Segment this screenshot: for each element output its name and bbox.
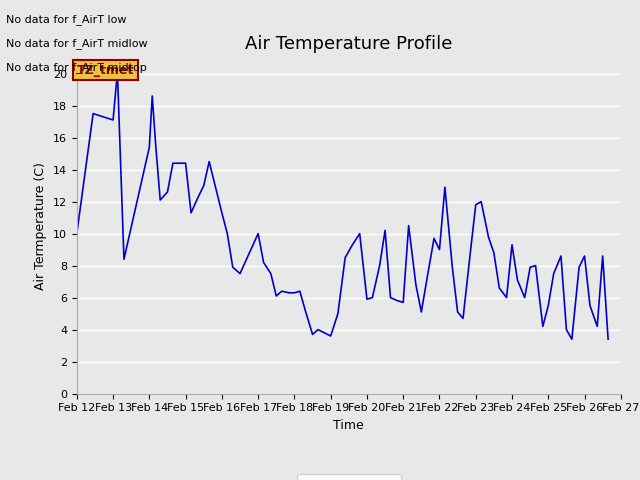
Text: No data for f_AirT low: No data for f_AirT low (6, 14, 127, 25)
Y-axis label: Air Termperature (C): Air Termperature (C) (35, 162, 47, 289)
Text: No data for f_AirT midtop: No data for f_AirT midtop (6, 62, 147, 73)
Legend: AirT 22m: AirT 22m (297, 474, 401, 480)
Title: Air Temperature Profile: Air Temperature Profile (245, 35, 452, 53)
Text: No data for f_AirT midlow: No data for f_AirT midlow (6, 38, 148, 49)
X-axis label: Time: Time (333, 419, 364, 432)
Text: TZ_tmet: TZ_tmet (77, 64, 134, 77)
